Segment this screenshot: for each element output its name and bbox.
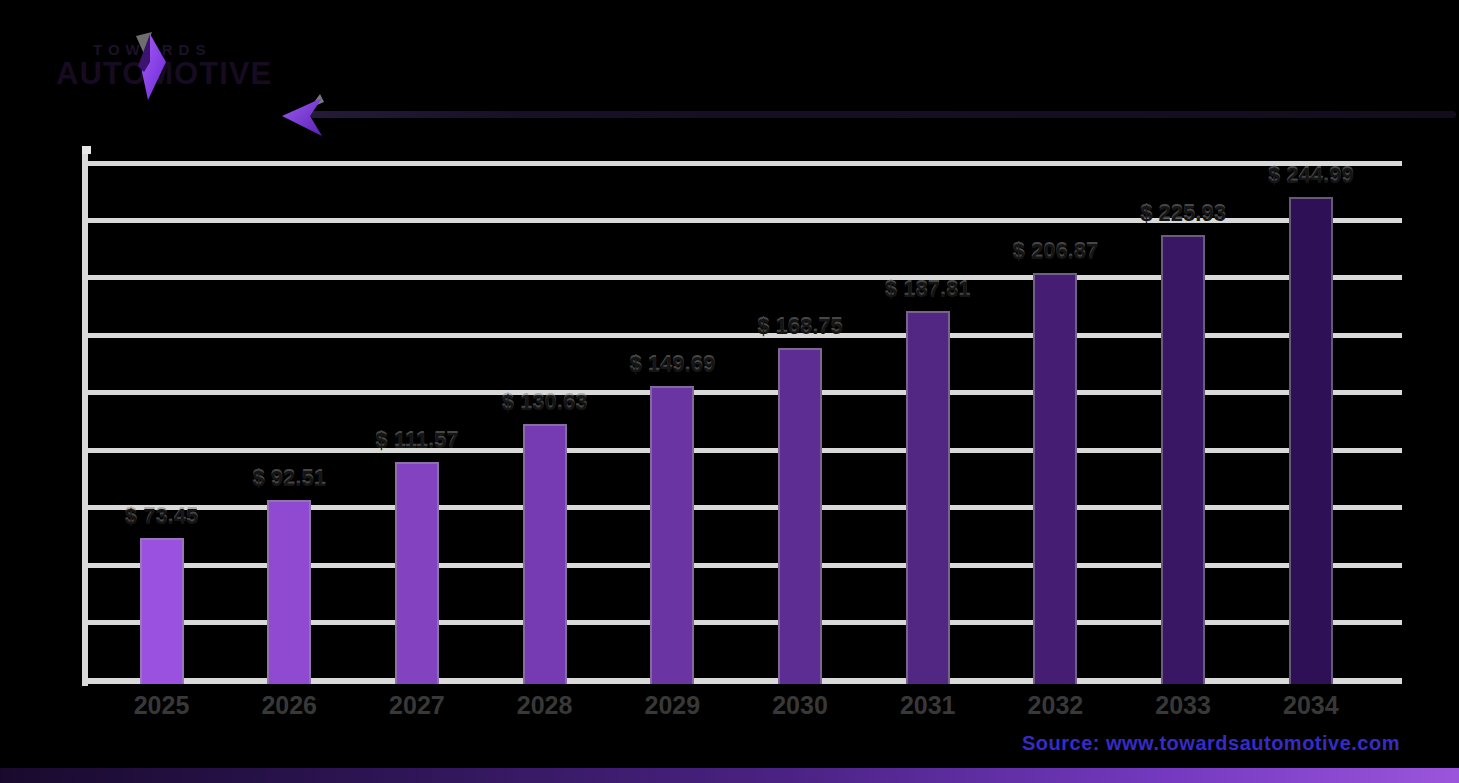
divider-arrow-icon [280,92,326,144]
y-axis-line [82,152,88,686]
bar-value-label: $ 225.93 [1140,201,1226,227]
bar-value-label: $ 130.63 [502,390,588,416]
bar-value-label: $ 168.75 [757,314,843,340]
bar-2031 [906,311,950,684]
x-axis-tick-label: 2028 [517,691,573,720]
brand-arrow-icon [126,32,172,106]
bar-2029 [650,386,694,684]
x-axis-tick-label: 2032 [1028,691,1084,720]
divider-line [309,111,1456,118]
bar-2032 [1033,273,1077,684]
gridline [82,161,1402,166]
x-axis-tick-label: 2026 [261,691,317,720]
x-axis-tick-label: 2029 [644,691,700,720]
bar-2027 [395,462,439,684]
x-axis-tick-label: 2034 [1283,691,1339,720]
bar-2028 [523,424,567,684]
bar-value-label: $ 149.69 [629,352,715,378]
x-axis-tick-label: 2033 [1155,691,1211,720]
y-axis-cap [82,146,91,154]
x-axis-tick-label: 2031 [900,691,956,720]
bottom-accent-strip [0,768,1459,783]
bar-value-label: $ 187.81 [885,277,971,303]
bar-2030 [778,348,822,684]
bar-value-label: $ 92.51 [252,466,325,492]
infographic-canvas: TOWARDS AUTOMOTIVE [0,0,1459,783]
bar-value-label: $ 206.87 [1013,239,1099,265]
bar-2026 [267,500,311,684]
bar-2025 [140,538,184,684]
bar-value-label: $ 111.57 [375,428,458,454]
x-axis-tick-label: 2025 [134,691,190,720]
bar-2034 [1289,197,1333,684]
x-axis-tick-label: 2030 [772,691,828,720]
bar-value-label: $ 73.45 [125,504,198,530]
bar-value-label: $ 244.99 [1268,163,1354,189]
x-axis-tick-label: 2027 [389,691,445,720]
bar-2033 [1161,235,1205,684]
source-link[interactable]: Source: www.towardsautomotive.com [1022,732,1400,755]
